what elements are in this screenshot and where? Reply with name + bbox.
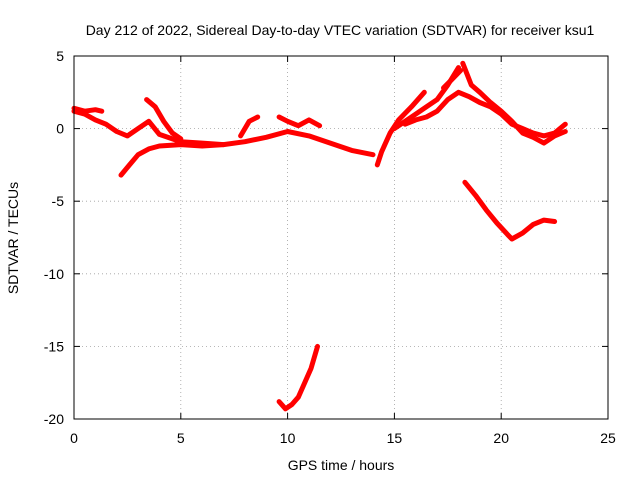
series-line-arc-11 <box>460 60 568 146</box>
x-tick-label: 15 <box>387 430 403 446</box>
y-tick-label: 5 <box>56 48 64 64</box>
y-axis-label: SDTVAR / TECUs <box>5 182 21 294</box>
series-line-arc-4 <box>144 97 184 142</box>
series-line-arc-1 <box>71 108 376 158</box>
y-tick-label: 0 <box>56 121 64 137</box>
y-tick-label: -20 <box>44 411 64 427</box>
series-line-arc-2 <box>71 105 105 114</box>
series-line-arc-3 <box>118 142 226 178</box>
series-line-arc-6 <box>276 114 323 129</box>
chart-title: Day 212 of 2022, Sidereal Day-to-day VTE… <box>86 22 595 38</box>
x-tick-label: 0 <box>70 430 78 446</box>
y-tick-label: -15 <box>44 338 64 354</box>
series-line-arc-12 <box>441 68 464 91</box>
series-line-arc-5 <box>238 114 261 139</box>
series-line-arc-13 <box>462 179 558 242</box>
series-line-arc-7 <box>276 343 320 412</box>
x-tick-label: 5 <box>177 430 185 446</box>
x-tick-label: 10 <box>280 430 296 446</box>
x-tick-label: 25 <box>600 430 616 446</box>
ticks: 0 5 10 15 20 25 -20 -15 -10 -5 0 5 <box>44 48 616 446</box>
x-axis-label: GPS time / hours <box>288 457 395 473</box>
y-tick-label: -5 <box>52 193 65 209</box>
plot-frame <box>73 55 609 420</box>
series-line-arc-9 <box>402 89 568 139</box>
x-tick-label: 20 <box>493 430 509 446</box>
y-tick-label: -10 <box>44 266 64 282</box>
series-layer <box>71 60 568 412</box>
